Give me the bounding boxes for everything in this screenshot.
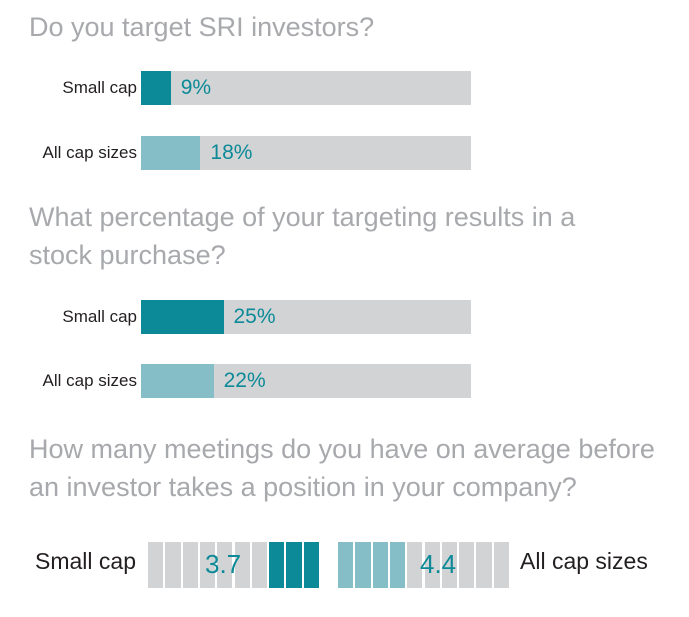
bar-label: All cap sizes bbox=[42, 143, 137, 162]
meter-segment bbox=[217, 542, 233, 588]
meter-segment bbox=[424, 542, 440, 588]
meter-segment bbox=[459, 542, 475, 588]
question-2-title: What percentage of your targeting result… bbox=[29, 202, 576, 270]
bar-label: Small cap bbox=[62, 78, 137, 97]
bar-label: All cap sizes bbox=[42, 371, 137, 390]
meter-segment bbox=[286, 542, 302, 588]
meter-segment bbox=[251, 542, 268, 588]
meter-segment bbox=[165, 542, 181, 588]
question-3-title: How many meetings do you have on average… bbox=[29, 434, 655, 502]
question-1-title: Do you target SRI investors? bbox=[29, 12, 375, 42]
bar-value-label: 9% bbox=[180, 76, 212, 99]
meetings-value-all-cap: 4.4 bbox=[420, 549, 457, 579]
meter-segment bbox=[303, 542, 319, 588]
meter-segment bbox=[441, 542, 458, 588]
meter-segment bbox=[389, 542, 406, 588]
meetings-meter-all-cap bbox=[338, 542, 509, 588]
meter-segment bbox=[493, 542, 509, 588]
bar-track: 22% bbox=[141, 364, 471, 398]
meter-segment bbox=[182, 542, 198, 588]
bar-fill bbox=[141, 71, 171, 105]
bar-fill bbox=[141, 136, 201, 170]
bar-row-2-small-cap: Small cap 25% bbox=[0, 300, 689, 334]
bar-row-2-all-cap: All cap sizes 22% bbox=[0, 364, 689, 398]
bar-value-label: 22% bbox=[223, 369, 266, 392]
bar-row-1-small-cap: Small cap 9% bbox=[0, 71, 689, 105]
meter-segment bbox=[355, 542, 371, 588]
bar-fill bbox=[141, 364, 214, 398]
meter-segment bbox=[407, 542, 423, 588]
bar-label: Small cap bbox=[62, 307, 137, 326]
meter-segment bbox=[269, 542, 285, 588]
meetings-meter-small-cap bbox=[148, 542, 319, 588]
meter-segment bbox=[148, 542, 164, 588]
meetings-label-all-cap: All cap sizes bbox=[520, 548, 648, 574]
meetings-label-small-cap: Small cap bbox=[35, 548, 136, 574]
bar-track: 18% bbox=[141, 136, 471, 170]
meter-segment bbox=[234, 542, 250, 588]
meter-segment bbox=[199, 542, 216, 588]
bar-fill bbox=[141, 300, 224, 334]
bar-track: 9% bbox=[141, 71, 471, 105]
meter-segment bbox=[338, 542, 354, 588]
meetings-value-small-cap: 3.7 bbox=[205, 549, 242, 579]
bar-value-label: 25% bbox=[233, 305, 276, 328]
bar-row-1-all-cap: All cap sizes 18% bbox=[0, 136, 689, 170]
bar-track: 25% bbox=[141, 300, 471, 334]
meter-segment bbox=[476, 542, 492, 588]
bar-value-label: 18% bbox=[210, 141, 253, 164]
meter-segment bbox=[372, 542, 388, 588]
